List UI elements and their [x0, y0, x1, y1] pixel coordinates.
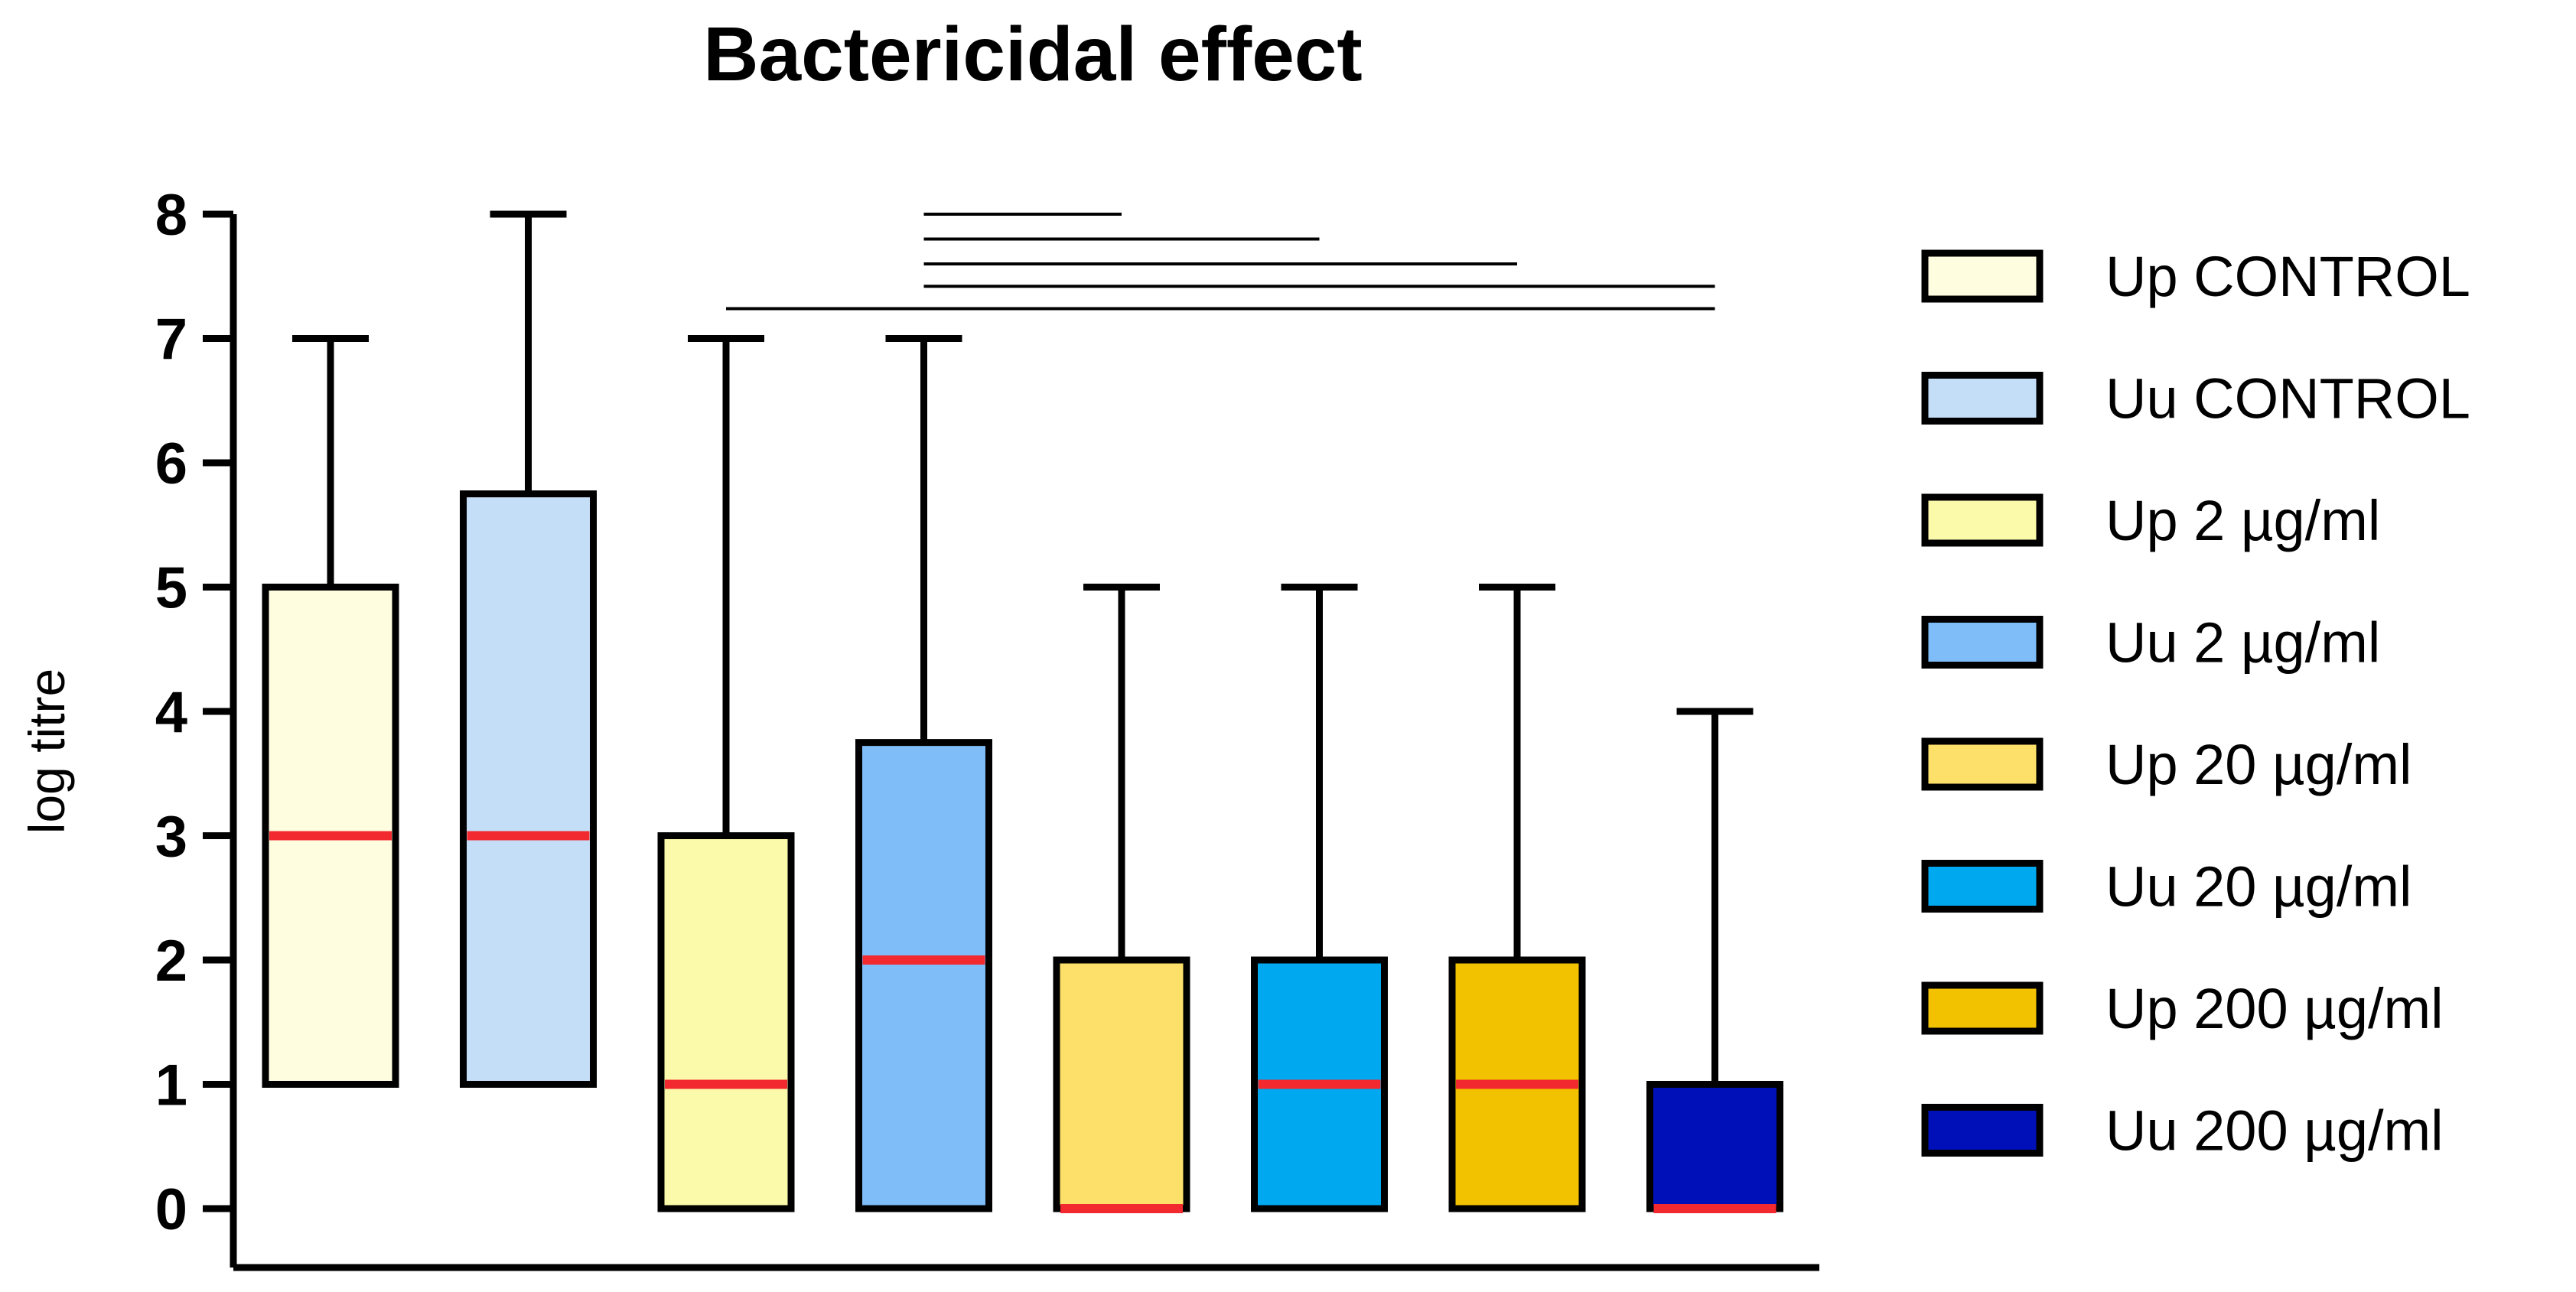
box-group	[1251, 584, 1388, 1212]
box-group	[262, 335, 399, 1088]
axes: 0 1 2 3 4 5 6 7 8	[155, 183, 1819, 1271]
y-tick-label: 8	[155, 183, 187, 248]
box-group	[460, 210, 597, 1088]
box-rect	[855, 739, 992, 1212]
legend-swatch	[1921, 493, 2044, 547]
legend-swatch	[1921, 372, 2044, 425]
legend: Up CONTROL Uu CONTROL Up 2 µg/ml Uu 2 µg/ml…	[1921, 245, 2470, 1163]
legend-item: Uu CONTROL	[1921, 367, 2470, 431]
legend-swatch	[1921, 737, 2044, 791]
legend-item: Up 20 µg/ml	[1921, 733, 2412, 796]
legend-item: Up CONTROL	[1921, 245, 2470, 308]
legend-label: Up CONTROL	[2105, 245, 2470, 308]
y-tick-label: 3	[155, 805, 187, 870]
box-group	[1646, 708, 1783, 1213]
y-tick-label: 2	[155, 929, 187, 994]
legend-item: Uu 200 µg/ml	[1921, 1099, 2444, 1163]
box-rect	[1646, 1081, 1783, 1212]
legend-swatch	[1921, 860, 2044, 913]
legend-item: Up 200 µg/ml	[1921, 977, 2444, 1040]
legend-swatch	[1921, 616, 2044, 669]
y-tick-label: 0	[155, 1177, 187, 1242]
y-tick-label: 5	[155, 556, 187, 621]
box-rect	[657, 832, 795, 1212]
legend-swatch	[1921, 249, 2044, 303]
legend-swatch	[1921, 981, 2044, 1035]
box-group	[855, 335, 992, 1212]
legend-item: Uu 2 µg/ml	[1921, 611, 2380, 675]
legend-label: Uu CONTROL	[2105, 367, 2470, 431]
y-tick-label: 7	[155, 308, 187, 373]
y-tick-label: 4	[155, 680, 187, 745]
significance-bars	[726, 213, 1715, 311]
boxes	[262, 210, 1783, 1213]
legend-swatch	[1921, 1104, 2044, 1157]
box-rect	[1053, 956, 1190, 1212]
box-group	[657, 335, 795, 1212]
legend-label: Up 2 µg/ml	[2105, 489, 2380, 552]
box-group	[1053, 584, 1190, 1213]
chart-title: Bactericidal effect	[703, 11, 1362, 97]
legend-label: Uu 2 µg/ml	[2105, 611, 2380, 675]
legend-item: Uu 20 µg/ml	[1921, 855, 2412, 919]
legend-label: Up 200 µg/ml	[2105, 977, 2444, 1040]
box-rect	[460, 490, 597, 1088]
y-axis-label: log titre	[18, 669, 75, 834]
legend-label: Up 20 µg/ml	[2105, 733, 2412, 796]
y-tick-label: 6	[155, 431, 187, 496]
legend-label: Uu 200 µg/ml	[2105, 1099, 2444, 1163]
y-tick-label: 1	[155, 1053, 187, 1118]
box-group	[1448, 584, 1586, 1212]
legend-item: Up 2 µg/ml	[1921, 489, 2380, 552]
legend-label: Uu 20 µg/ml	[2105, 855, 2412, 919]
